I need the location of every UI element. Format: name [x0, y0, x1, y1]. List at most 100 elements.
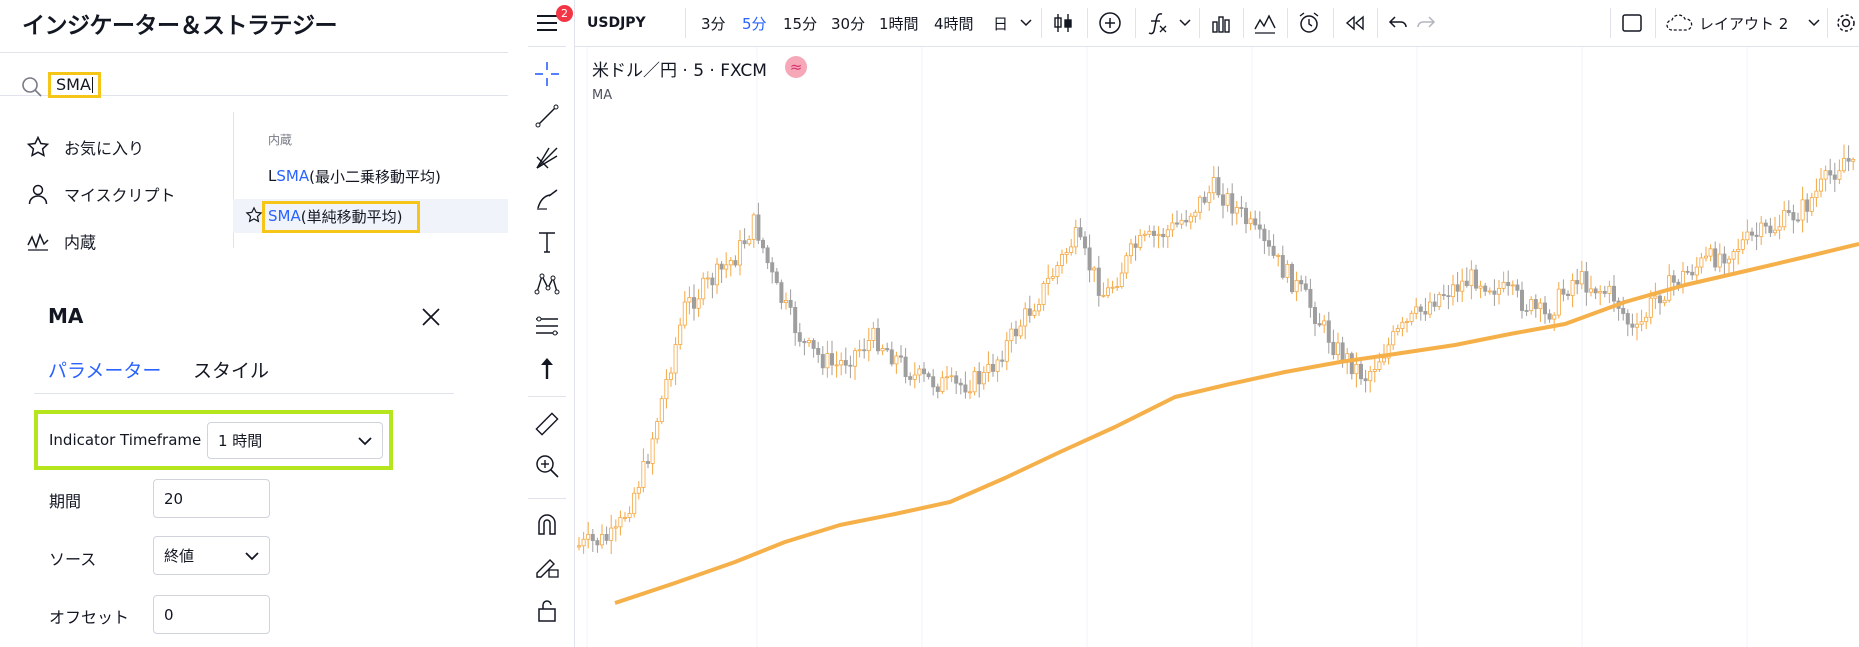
- result-lsma[interactable]: L SMA (最小二乗移動平均): [233, 159, 508, 193]
- interval-3m[interactable]: 3分: [701, 14, 726, 33]
- interval-4h[interactable]: 4時間: [934, 14, 974, 33]
- candle-body: [1221, 194, 1226, 206]
- interval-15m[interactable]: 15分: [783, 14, 818, 33]
- candle-body: [664, 379, 669, 400]
- crosshair-tool[interactable]: [531, 58, 563, 90]
- measure-tool[interactable]: [531, 408, 563, 440]
- candle-body: [788, 299, 793, 308]
- interval-5m[interactable]: 5分: [742, 14, 767, 33]
- projection-icon: [536, 316, 558, 336]
- zoom-tool[interactable]: [531, 450, 563, 482]
- candle-body: [834, 364, 839, 367]
- layout-dropdown[interactable]: [1808, 0, 1820, 46]
- search-value: SMA: [56, 75, 91, 94]
- arrow-tool[interactable]: [531, 352, 563, 384]
- unlock-tool[interactable]: [531, 594, 563, 626]
- trend-line-tool[interactable]: [531, 100, 563, 132]
- candle-body: [921, 368, 926, 375]
- category-builtin[interactable]: 内蔵: [26, 222, 96, 260]
- candle-body: [1207, 192, 1212, 203]
- candle-body: [1377, 361, 1382, 370]
- chart-type-button[interactable]: [1051, 0, 1075, 46]
- candle-body: [1142, 233, 1147, 236]
- replay-button[interactable]: [1343, 0, 1367, 46]
- interval-1d[interactable]: 日: [993, 14, 1009, 33]
- fib-tool[interactable]: [531, 142, 563, 174]
- symbol-search-button[interactable]: USDJPY: [587, 15, 646, 31]
- alert-button[interactable]: [1297, 0, 1323, 46]
- candle-body: [687, 297, 692, 303]
- templates-button[interactable]: [1253, 0, 1277, 46]
- candle-body: [1069, 246, 1074, 253]
- chevron-down-icon: [358, 436, 372, 445]
- candle-body: [1579, 271, 1584, 285]
- candle-body: [1842, 158, 1847, 172]
- indicators-dropdown[interactable]: [1179, 0, 1191, 46]
- favorite-star-icon[interactable]: [245, 206, 263, 224]
- timeframe-select[interactable]: 1 時間: [207, 422, 383, 459]
- chart-legend-title[interactable]: 米ドル／円 · 5 · FXCM: [592, 61, 767, 81]
- category-label: 内蔵: [64, 233, 97, 252]
- offset-input[interactable]: 0: [153, 595, 270, 634]
- financials-button[interactable]: [1209, 0, 1233, 46]
- category-my-scripts[interactable]: マイスクリプト: [26, 175, 176, 213]
- period-input[interactable]: 20: [153, 479, 270, 518]
- brush-tool[interactable]: [531, 184, 563, 216]
- candle-body: [1400, 321, 1405, 329]
- candle-body: [1800, 199, 1805, 221]
- cloud-icon: [1666, 14, 1693, 31]
- text-tool[interactable]: [531, 226, 563, 258]
- tab-style[interactable]: スタイル: [193, 360, 270, 382]
- candle-body: [650, 438, 655, 464]
- candle-body: [1055, 265, 1060, 277]
- candle-body: [1814, 190, 1819, 198]
- magnet-tool[interactable]: [531, 508, 563, 540]
- candle-body: [1276, 255, 1281, 257]
- menu-button[interactable]: [531, 7, 563, 39]
- source-select[interactable]: 終値: [153, 536, 270, 575]
- source-value: 終値: [164, 547, 195, 565]
- forecast-tool[interactable]: [531, 310, 563, 342]
- candle-body: [1690, 271, 1695, 276]
- compare-button[interactable]: [1097, 0, 1123, 46]
- candle-body: [862, 349, 867, 352]
- candle-body: [1607, 285, 1612, 294]
- candle-body: [623, 517, 628, 519]
- undo-button[interactable]: [1387, 0, 1409, 46]
- candle-body: [1612, 285, 1617, 302]
- market-status-icon: ≈: [785, 56, 807, 78]
- candle-body: [1280, 255, 1285, 278]
- layout-button[interactable]: レイアウト 2: [1665, 0, 1788, 46]
- candle-body: [944, 376, 949, 379]
- candle-body: [1078, 227, 1083, 238]
- redo-button[interactable]: [1415, 0, 1437, 46]
- interval-1h[interactable]: 1時間: [879, 14, 919, 33]
- candle-body: [783, 299, 788, 303]
- candle-body: [1248, 218, 1253, 225]
- candle-body: [1736, 248, 1741, 252]
- candle-body: [599, 534, 604, 546]
- candle-body: [1059, 254, 1064, 266]
- candle-body: [1566, 293, 1571, 296]
- candle-body: [1460, 280, 1465, 292]
- indicators-button[interactable]: [1145, 0, 1171, 46]
- pattern-tool[interactable]: [531, 268, 563, 300]
- search-input[interactable]: SMA: [48, 72, 101, 98]
- category-favorites[interactable]: お気に入り: [26, 128, 144, 166]
- indicator-legend[interactable]: MA: [592, 88, 613, 103]
- result-sma[interactable]: SMA (単純移動平均): [233, 199, 508, 233]
- interval-30m[interactable]: 30分: [831, 14, 866, 33]
- fullscreen-button[interactable]: [1620, 0, 1644, 46]
- offset-value: 0: [164, 605, 174, 624]
- candle-body: [1271, 245, 1276, 256]
- redo-icon: [1417, 16, 1436, 28]
- tab-parameters[interactable]: パラメーター: [48, 360, 162, 382]
- interval-dropdown[interactable]: [1020, 0, 1032, 46]
- price-chart[interactable]: [575, 47, 1859, 647]
- lock-drawings-tool[interactable]: [531, 550, 563, 582]
- candle-body: [903, 356, 908, 377]
- candle-body: [1382, 357, 1387, 363]
- settings-button[interactable]: [1835, 0, 1857, 46]
- candle-body: [1713, 248, 1718, 268]
- close-icon[interactable]: [420, 306, 442, 328]
